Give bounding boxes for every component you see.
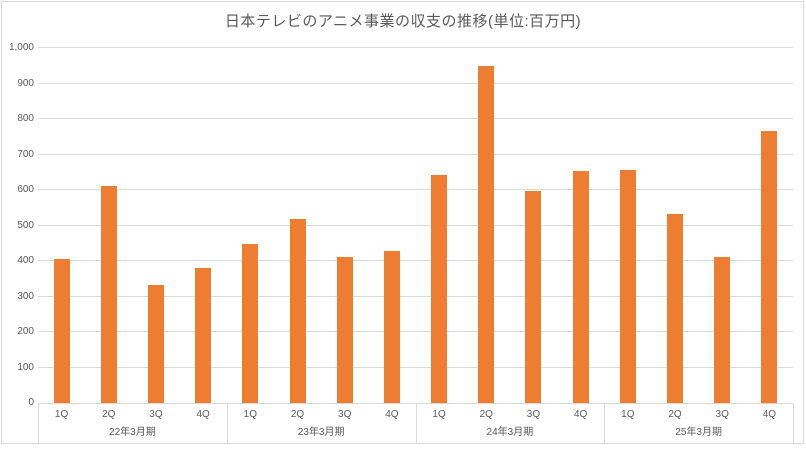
- bar: [478, 66, 495, 403]
- gridline: [38, 47, 793, 48]
- x-quarter-label: 1Q: [243, 409, 258, 420]
- y-tick-label: 100: [17, 361, 34, 373]
- bar: [619, 169, 636, 403]
- bar: [761, 131, 778, 403]
- x-quarter-label: 4Q: [762, 409, 777, 420]
- y-tick-label: 600: [17, 184, 34, 195]
- bar: [289, 219, 306, 403]
- x-year-label: 25年3月期: [675, 427, 722, 438]
- x-quarter-label: 3Q: [526, 409, 541, 420]
- gridline: [38, 82, 793, 84]
- gridline: [38, 224, 793, 226]
- bar: [714, 256, 731, 403]
- bar: [147, 284, 164, 403]
- x-axis-separator: [38, 403, 39, 444]
- x-quarter-label: 2Q: [479, 409, 493, 420]
- x-axis-separator: [793, 403, 794, 444]
- bar: [383, 251, 400, 403]
- y-tick-label: 800: [17, 113, 34, 124]
- gridline: [38, 260, 793, 261]
- x-quarter-label: 2Q: [290, 409, 305, 420]
- bar: [53, 259, 70, 403]
- bar: [667, 214, 684, 403]
- y-tick-label: 700: [17, 148, 34, 160]
- chart-title: 日本テレビのアニメ事業の収支の推移(単位:百万円): [224, 13, 582, 30]
- x-quarter-label: 2Q: [668, 409, 682, 420]
- bar: [195, 268, 212, 403]
- y-tick-label: 900: [17, 77, 34, 89]
- y-tick-label: 0: [28, 397, 34, 408]
- x-quarter-label: 2Q: [102, 409, 116, 420]
- gridline: [38, 118, 793, 119]
- y-tick-label: 300: [17, 290, 34, 302]
- x-year-label: 22年3月期: [109, 427, 156, 438]
- x-quarter-label: 3Q: [338, 409, 352, 420]
- x-quarter-label: 4Q: [573, 409, 588, 420]
- gridline: [38, 331, 793, 332]
- x-axis-separator: [604, 403, 606, 444]
- x-quarter-label: 3Q: [715, 409, 729, 420]
- x-year-label: 24年3月期: [486, 427, 534, 438]
- gridline: [38, 295, 793, 297]
- y-tick-label: 1,000: [8, 42, 34, 53]
- bar: [336, 256, 353, 403]
- x-quarter-label: 3Q: [149, 409, 163, 420]
- y-tick-label: 500: [17, 219, 34, 231]
- x-quarter-label: 4Q: [196, 409, 210, 420]
- x-quarter-label: 1Q: [621, 409, 635, 420]
- bar: [431, 174, 448, 403]
- gridline: [38, 189, 793, 190]
- x-axis-separator: [415, 403, 417, 444]
- bar: [572, 171, 589, 403]
- bar: [242, 244, 259, 403]
- gridline: [38, 366, 793, 368]
- x-quarter-label: 1Q: [54, 409, 69, 420]
- x-quarter-label: 1Q: [432, 409, 446, 420]
- x-quarter-label: 4Q: [385, 409, 399, 420]
- bar: [525, 191, 542, 403]
- x-year-label: 23年3月期: [297, 427, 345, 438]
- gridline: [38, 153, 793, 155]
- bar: [100, 186, 117, 403]
- x-axis-separator: [226, 403, 228, 444]
- y-tick-label: 400: [17, 255, 34, 266]
- y-tick-label: 200: [17, 326, 34, 337]
